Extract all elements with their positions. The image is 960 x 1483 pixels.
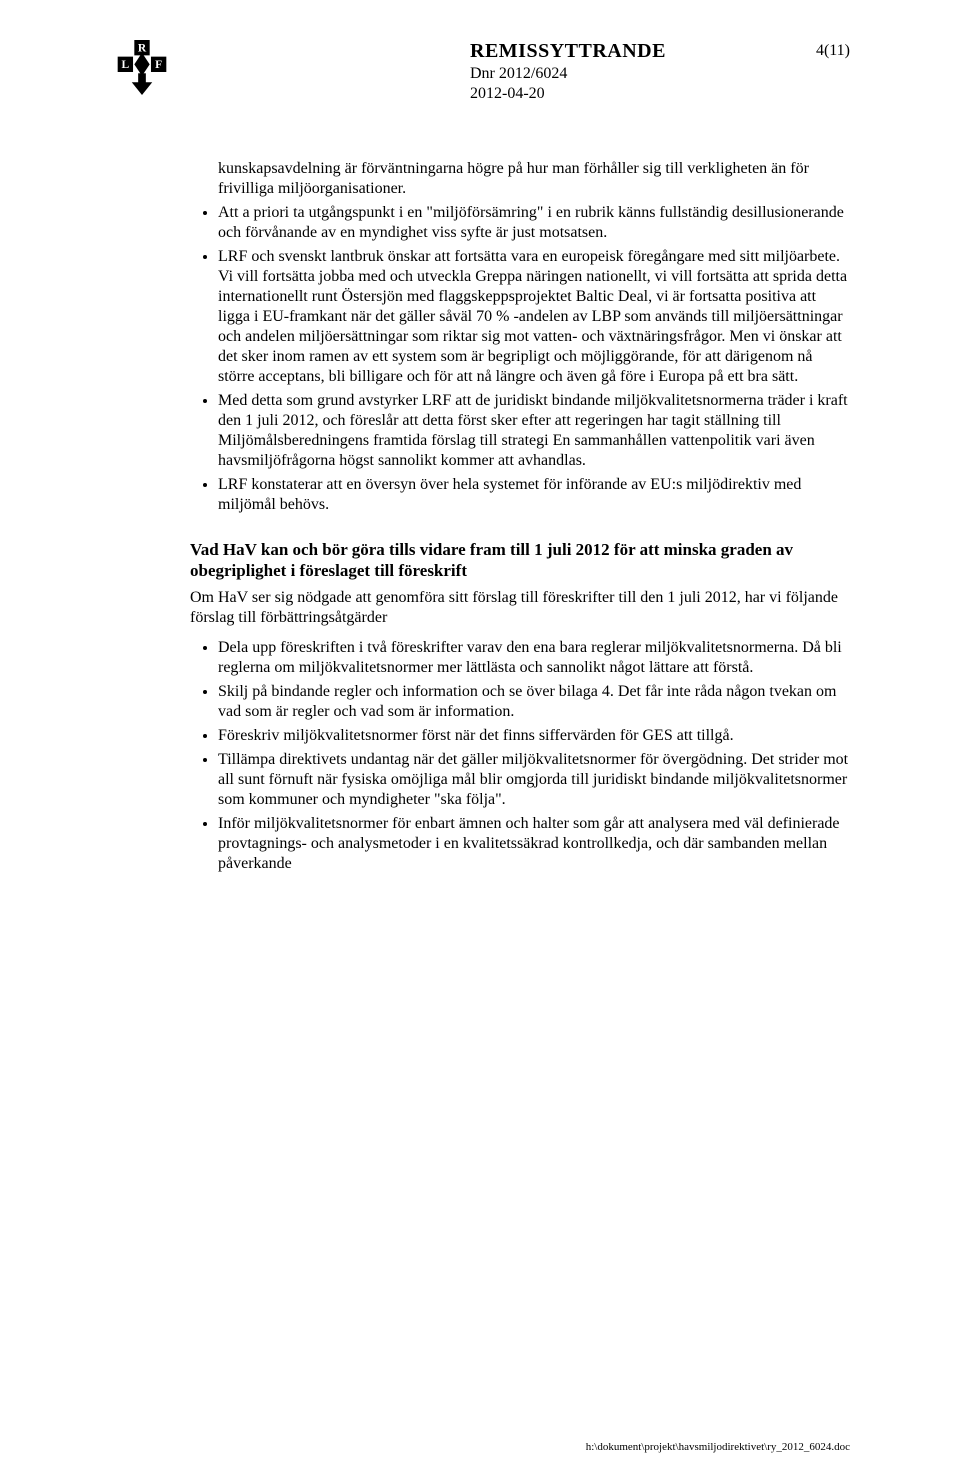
doc-date: 2012-04-20 bbox=[470, 85, 780, 103]
list-item: LRF och svenskt lantbruk önskar att fort… bbox=[218, 247, 850, 387]
page: L R F REMISSYTTRANDE Dnr 2012/6024 2012-… bbox=[0, 0, 960, 1483]
logo-letter-left: L bbox=[122, 59, 130, 71]
bullet-list-2: Dela upp föreskriften i två föreskrifter… bbox=[190, 638, 850, 874]
doc-reference: Dnr 2012/6024 bbox=[470, 65, 780, 83]
section-heading: Vad HaV kan och bör göra tills vidare fr… bbox=[190, 539, 850, 582]
footer-path: h:\dokument\projekt\havsmiljodirektivet\… bbox=[586, 1441, 850, 1453]
lead-paragraph: kunskapsavdelning är förväntningarna hög… bbox=[218, 159, 850, 199]
doc-ref-prefix: Dnr bbox=[470, 65, 495, 82]
bullet-list-1: Att a priori ta utgångspunkt i en "miljö… bbox=[190, 203, 850, 515]
logo-letter-right: F bbox=[155, 59, 162, 71]
list-item: Inför miljökvalitetsnormer för enbart äm… bbox=[218, 814, 850, 874]
page-indicator: 4(11) bbox=[780, 40, 850, 60]
header-row: L R F REMISSYTTRANDE Dnr 2012/6024 2012-… bbox=[110, 40, 850, 104]
list-item: Föreskriv miljökvalitetsnormer först när… bbox=[218, 726, 850, 746]
list-item: Tillämpa direktivets undantag när det gä… bbox=[218, 750, 850, 810]
logo-letter-top: R bbox=[138, 43, 147, 55]
list-item: Att a priori ta utgångspunkt i en "miljö… bbox=[218, 203, 850, 243]
content: kunskapsavdelning är förväntningarna hög… bbox=[190, 159, 850, 874]
section-intro: Om HaV ser sig nödgade att genomföra sit… bbox=[190, 588, 850, 628]
list-item: Med detta som grund avstyrker LRF att de… bbox=[218, 391, 850, 471]
lrf-logo-icon: L R F bbox=[110, 40, 174, 104]
logo-container: L R F bbox=[110, 40, 200, 104]
doc-title: REMISSYTTRANDE bbox=[470, 40, 780, 63]
list-item: LRF konstaterar att en översyn över hela… bbox=[218, 475, 850, 515]
list-item: Skilj på bindande regler och information… bbox=[218, 682, 850, 722]
list-item: Dela upp föreskriften i två föreskrifter… bbox=[218, 638, 850, 678]
doc-ref-number: 2012/6024 bbox=[499, 65, 567, 82]
header-center: REMISSYTTRANDE Dnr 2012/6024 2012-04-20 bbox=[200, 40, 780, 103]
